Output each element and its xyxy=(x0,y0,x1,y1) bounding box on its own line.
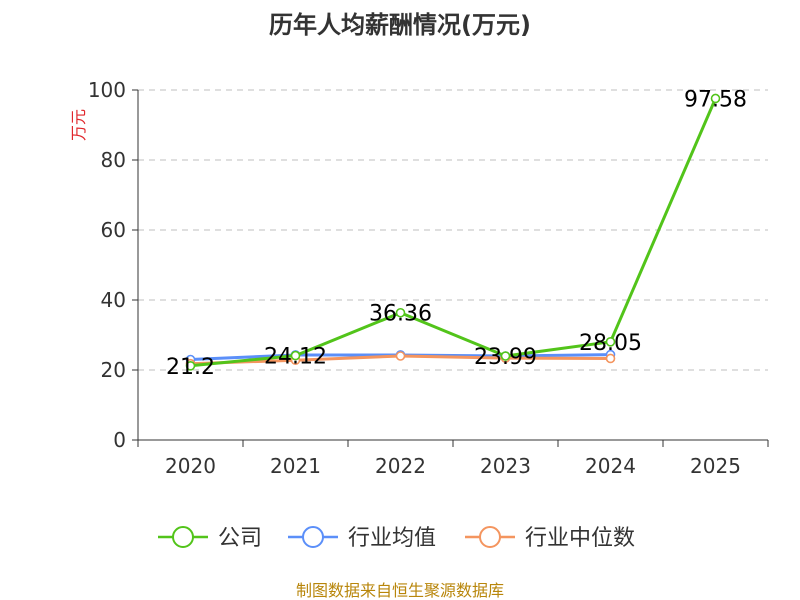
legend-label: 公司 xyxy=(218,526,262,551)
y-tick-label: 20 xyxy=(101,358,126,382)
data-point[interactable] xyxy=(710,93,721,104)
legend-item-0[interactable]: 公司 xyxy=(158,526,262,551)
y-tick-label: 100 xyxy=(88,78,126,102)
series-line xyxy=(190,97,717,368)
data-label: 24.12 xyxy=(264,345,327,370)
y-tick-label: 80 xyxy=(101,148,126,172)
series-0 xyxy=(185,93,721,371)
legend-marker xyxy=(479,526,501,548)
data-label: 23.99 xyxy=(474,345,537,370)
y-tick-label: 40 xyxy=(101,288,126,312)
data-labels: 21.2 24.12 36.36 23.99 28.05 97.58 xyxy=(166,87,747,379)
gridlines xyxy=(138,89,768,371)
legend-item-2[interactable]: 行业中位数 xyxy=(465,526,635,551)
data-label: 97.58 xyxy=(684,87,747,112)
source-note: 制图数据来自恒生聚源数据库 xyxy=(296,581,504,600)
data-label: 21.2 xyxy=(166,355,215,380)
data-label: 36.36 xyxy=(369,302,432,327)
legend-marker xyxy=(172,526,194,548)
data-point[interactable] xyxy=(605,337,616,347)
chart-title: 历年人均薪酬情况(万元) xyxy=(269,11,531,39)
legend[interactable]: 公司 行业均值 行业中位数 xyxy=(158,526,635,551)
x-tick-label: 2020 xyxy=(165,454,216,478)
data-point[interactable] xyxy=(605,353,616,364)
axes: 0 20 40 60 80 100 2020 2021 2022 2023 2024 2025 xyxy=(88,78,769,478)
data-point[interactable] xyxy=(290,350,301,361)
y-tick-label: 60 xyxy=(101,218,126,242)
legend-item-1[interactable]: 行业均值 xyxy=(288,526,436,551)
x-tick-label: 2022 xyxy=(375,454,426,478)
legend-label: 行业均值 xyxy=(348,526,436,551)
data-point[interactable] xyxy=(500,351,511,361)
x-tick-label: 2024 xyxy=(585,454,636,478)
y-tick-label: 0 xyxy=(113,428,126,452)
x-tick-label: 2025 xyxy=(690,454,741,478)
x-tick-label: 2023 xyxy=(480,454,531,478)
series-lines xyxy=(185,93,721,371)
x-tick-label: 2021 xyxy=(270,454,321,478)
y-axis-label: 万元 xyxy=(69,109,88,141)
legend-label: 行业中位数 xyxy=(525,526,635,551)
data-label: 28.05 xyxy=(579,331,642,356)
data-point[interactable] xyxy=(395,351,406,361)
data-point[interactable] xyxy=(185,360,196,371)
data-point[interactable] xyxy=(395,307,406,318)
legend-marker xyxy=(302,526,324,548)
